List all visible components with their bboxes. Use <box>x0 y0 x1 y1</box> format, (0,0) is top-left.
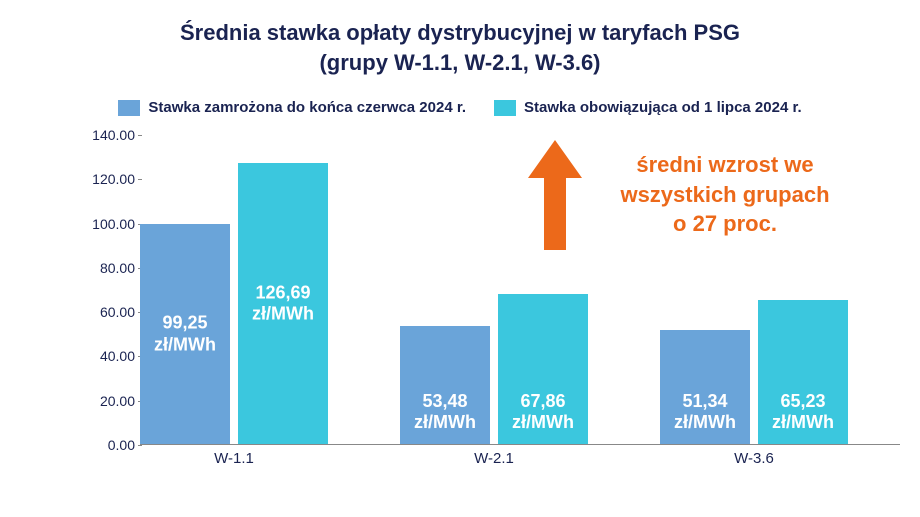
bar-series2: 65,23zł/MWh <box>758 300 848 444</box>
bar-value-label: 126,69zł/MWh <box>238 282 328 325</box>
bar-value-label: 99,25zł/MWh <box>140 313 230 356</box>
bar-series1: 53,48zł/MWh <box>400 326 490 444</box>
bar-value-label: 51,34zł/MWh <box>660 391 750 434</box>
bar-series1: 51,34zł/MWh <box>660 330 750 444</box>
up-arrow-icon <box>528 140 582 250</box>
bar-value-label: 65,23zł/MWh <box>758 391 848 434</box>
legend-item-series1: Stawka zamrożona do końca czerwca 2024 r… <box>118 99 466 116</box>
legend: Stawka zamrożona do końca czerwca 2024 r… <box>0 99 920 116</box>
y-tick-label: 140.00 <box>80 127 135 143</box>
legend-item-series2: Stawka obowiązująca od 1 lipca 2024 r. <box>494 99 802 116</box>
chart-title: Średnia stawka opłaty dystrybucyjnej w t… <box>0 0 920 77</box>
title-line-2: (grupy W-1.1, W-2.1, W-3.6) <box>319 50 600 75</box>
y-tick-label: 20.00 <box>80 393 135 409</box>
annotation-text: średni wzrost we wszystkich grupach o 27… <box>595 150 855 239</box>
bar-series2: 126,69zł/MWh <box>238 163 328 444</box>
annotation-line-2: wszystkich grupach <box>620 182 829 207</box>
y-tick-label: 80.00 <box>80 260 135 276</box>
x-tick-label: W-3.6 <box>734 450 774 467</box>
x-tick-label: W-2.1 <box>474 450 514 467</box>
legend-label-2: Stawka obowiązująca od 1 lipca 2024 r. <box>524 99 802 116</box>
legend-swatch-2 <box>494 100 516 116</box>
bar-value-label: 67,86zł/MWh <box>498 391 588 434</box>
y-tick-label: 0.00 <box>80 437 135 453</box>
bar-series2: 67,86zł/MWh <box>498 294 588 444</box>
annotation-line-1: średni wzrost we <box>636 152 813 177</box>
annotation-line-3: o 27 proc. <box>673 211 777 236</box>
y-tick-label: 40.00 <box>80 348 135 364</box>
y-tick-label: 60.00 <box>80 304 135 320</box>
legend-swatch-1 <box>118 100 140 116</box>
y-tick-label: 100.00 <box>80 216 135 232</box>
y-tick-label: 120.00 <box>80 171 135 187</box>
bar-value-label: 53,48zł/MWh <box>400 391 490 434</box>
title-line-1: Średnia stawka opłaty dystrybucyjnej w t… <box>180 20 740 45</box>
bar-series1: 99,25zł/MWh <box>140 224 230 444</box>
x-tick-label: W-1.1 <box>214 450 254 467</box>
legend-label-1: Stawka zamrożona do końca czerwca 2024 r… <box>148 99 466 116</box>
